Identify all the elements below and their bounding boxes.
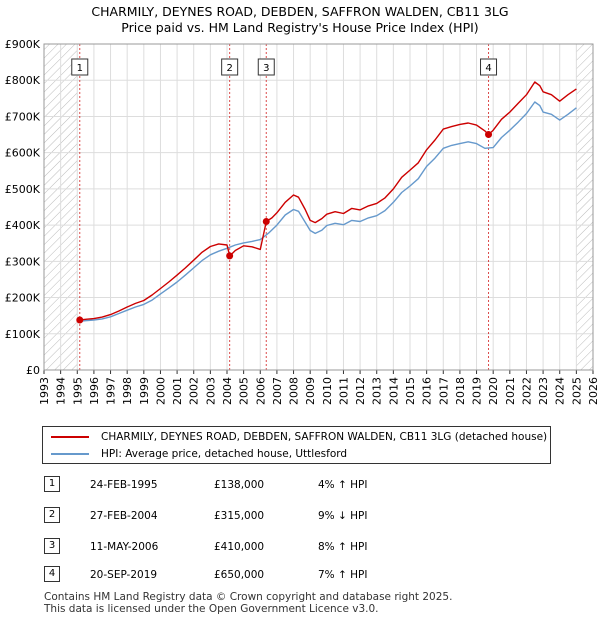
x-tick-label: 2007 (271, 377, 284, 405)
x-tick-label: 2008 (288, 377, 301, 405)
sale-marker-label: 2 (226, 63, 232, 74)
sale-point (226, 252, 234, 260)
sale-marker-box (221, 58, 239, 76)
x-tick-label: 2022 (520, 377, 533, 405)
transaction-price: £315,000 (214, 510, 265, 522)
x-tick-label: 1996 (88, 377, 101, 405)
transaction-hpi: 7% ↑ HPI (318, 569, 368, 581)
x-tick-label: 2014 (387, 377, 400, 405)
chart-title: CHARMILY, DEYNES ROAD, DEBDEN, SAFFRON W… (91, 4, 509, 19)
property-price-line (79, 81, 577, 321)
y-tick-label: £600K (5, 147, 41, 160)
x-tick-label: 2010 (321, 377, 334, 405)
transaction-hpi: 9% ↓ HPI (318, 510, 368, 522)
transaction-marker: 4 (44, 566, 60, 582)
y-tick-label: £100K (5, 328, 41, 341)
chart-subtitle: Price paid vs. HM Land Registry's House … (121, 20, 479, 35)
y-tick-label: £200K (5, 292, 41, 305)
transaction-hpi: 4% ↑ HPI (318, 479, 368, 491)
transaction-price: £138,000 (214, 479, 265, 491)
y-tick-label: £500K (5, 183, 41, 196)
sale-marker-label: 4 (485, 63, 491, 74)
x-tick-label: 2024 (554, 377, 567, 405)
footer-copyright: Contains HM Land Registry data © Crown c… (44, 591, 453, 603)
sale-marker-label: 1 (77, 63, 83, 74)
x-tick-label: 2018 (454, 377, 467, 405)
table-row: 4 20-SEP-2019 £650,000 7% ↑ HPI (0, 566, 600, 586)
x-tick-label: 2004 (221, 377, 234, 405)
transaction-price: £650,000 (214, 569, 265, 581)
sale-marker-box (257, 58, 275, 76)
x-tick-label: 2001 (171, 377, 184, 405)
y-tick-label: £0 (26, 364, 40, 377)
transaction-price: £410,000 (214, 541, 265, 553)
transaction-hpi: 8% ↑ HPI (318, 541, 368, 553)
x-tick-label: 2025 (570, 377, 583, 405)
hatched-region-post (576, 44, 593, 370)
x-tick-label: 2016 (421, 377, 434, 405)
table-row: 2 27-FEB-2004 £315,000 9% ↓ HPI (0, 507, 600, 527)
transaction-marker: 3 (44, 538, 60, 554)
x-tick-label: 2020 (487, 377, 500, 405)
legend-label-hpi: HPI: Average price, detached house, Uttl… (101, 448, 348, 460)
x-tick-label: 2011 (337, 377, 350, 405)
transaction-date: 24-FEB-1995 (90, 479, 158, 491)
sale-marker-label: 3 (263, 63, 269, 74)
x-tick-label: 1993 (38, 377, 51, 405)
y-tick-label: £900K (5, 38, 41, 51)
sale-point (76, 316, 84, 324)
sale-marker-box (71, 58, 89, 76)
x-tick-label: 2021 (504, 377, 517, 405)
x-tick-label: 1994 (55, 377, 68, 405)
table-row: 1 24-FEB-1995 £138,000 4% ↑ HPI (0, 476, 600, 496)
x-tick-label: 1999 (138, 377, 151, 405)
x-tick-label: 2015 (404, 377, 417, 405)
chart-legend: CHARMILY, DEYNES ROAD, DEBDEN, SAFFRON W… (42, 426, 551, 464)
footer-licence: This data is licensed under the Open Gov… (44, 603, 379, 615)
x-tick-label: 2009 (304, 377, 317, 405)
y-tick-label: £300K (5, 255, 41, 268)
y-tick-label: £800K (5, 74, 41, 87)
x-tick-label: 2012 (354, 377, 367, 405)
table-row: 3 11-MAY-2006 £410,000 8% ↑ HPI (0, 538, 600, 558)
price-chart: 1 2 3 4 £0 £100K £200K £300K £400K £500K £600K £70… (5, 38, 600, 405)
legend-swatch-red (51, 436, 89, 438)
plot-frame (43, 43, 594, 371)
x-tick-label: 2017 (437, 377, 450, 405)
transaction-date: 20-SEP-2019 (90, 569, 158, 581)
transaction-marker: 2 (44, 507, 60, 523)
x-tick-label: 2013 (371, 377, 384, 405)
sale-marker-box (480, 58, 498, 76)
sale-point (485, 131, 493, 139)
legend-item-hpi: HPI: Average price, detached house, Uttl… (51, 446, 347, 462)
legend-swatch-blue (51, 453, 89, 455)
x-tick-label: 2005 (238, 377, 251, 405)
x-tick-label: 2003 (204, 377, 217, 405)
x-tick-label: 2026 (587, 377, 600, 405)
y-tick-label: £400K (5, 219, 41, 232)
x-tick-label: 2023 (537, 377, 550, 405)
x-tick-label: 2019 (471, 377, 484, 405)
x-tick-label: 1995 (71, 377, 84, 405)
x-tick-label: 1997 (105, 377, 118, 405)
transaction-date: 11-MAY-2006 (90, 541, 159, 553)
x-tick-label: 1998 (121, 377, 134, 405)
sale-point (262, 217, 270, 225)
x-tick-label: 2002 (188, 377, 201, 405)
transaction-date: 27-FEB-2004 (90, 510, 158, 522)
hpi-line (77, 101, 577, 323)
legend-label-property: CHARMILY, DEYNES ROAD, DEBDEN, SAFFRON W… (101, 431, 548, 443)
x-tick-label: 2000 (154, 377, 167, 405)
legend-item-property: CHARMILY, DEYNES ROAD, DEBDEN, SAFFRON W… (51, 429, 547, 445)
x-tick-label: 2006 (254, 377, 267, 405)
transaction-marker: 1 (44, 476, 60, 492)
y-tick-label: £700K (5, 110, 41, 123)
